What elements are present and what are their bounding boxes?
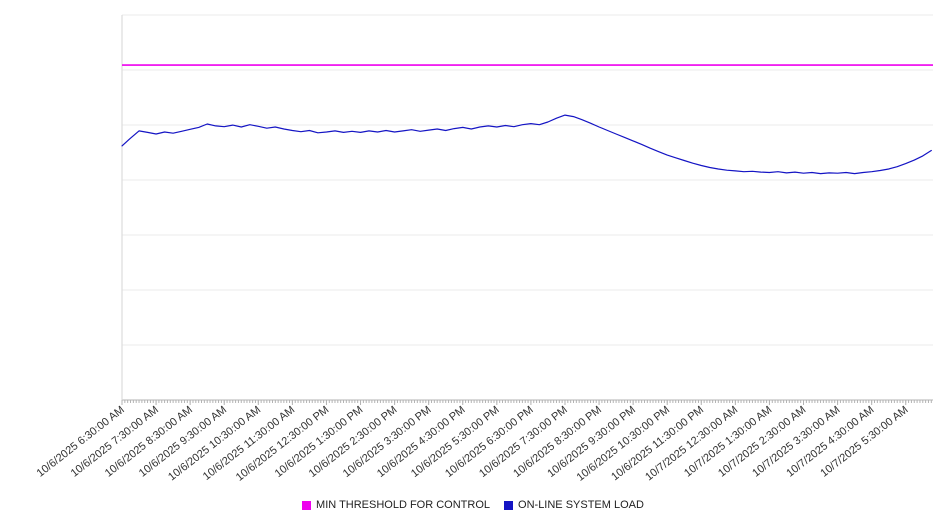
legend-label-threshold: MIN THRESHOLD FOR CONTROL — [316, 499, 491, 511]
line-chart: 10/6/2025 6:30:00 AM 10/6/2025 7:30:00 AM… — [35, 14, 933, 484]
legend-item-load[interactable]: ON-LINE SYSTEM LOAD — [504, 499, 644, 511]
load-line — [121, 114, 932, 175]
legend-swatch-load-icon — [504, 500, 514, 510]
legend-item-threshold[interactable]: MIN THRESHOLD FOR CONTROL — [302, 499, 490, 511]
chart-legend: MIN THRESHOLD FOR CONTROL ON-LINE SYSTEM… — [0, 499, 946, 511]
legend-label-load: ON-LINE SYSTEM LOAD — [518, 499, 644, 511]
legend-swatch-threshold-icon — [302, 500, 312, 510]
